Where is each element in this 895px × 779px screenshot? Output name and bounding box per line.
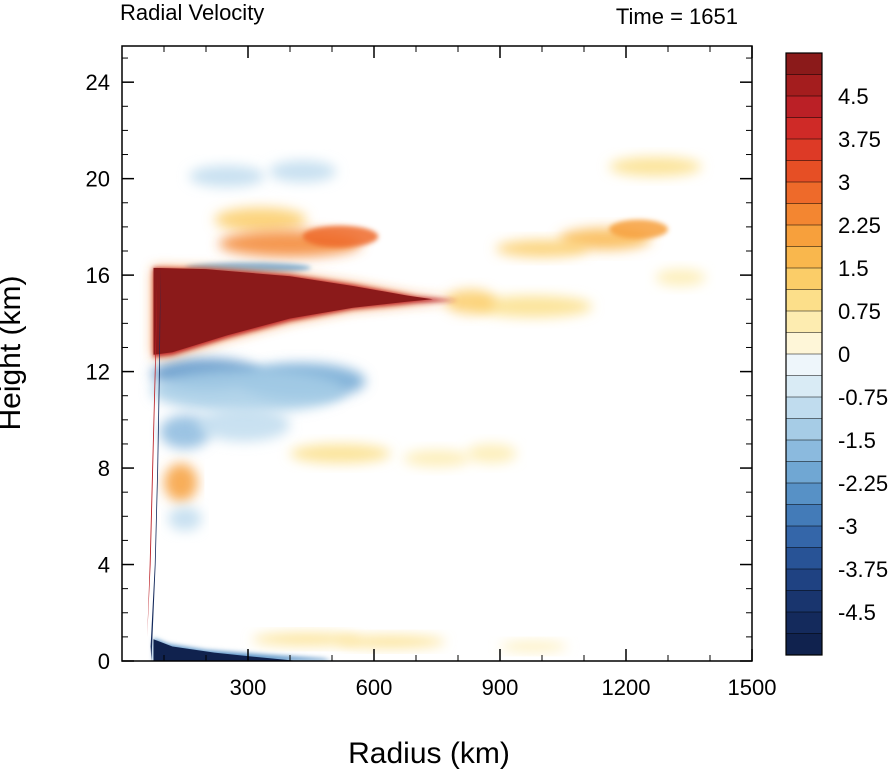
colorbar-tick-label: 3 bbox=[838, 170, 850, 195]
x-tick-label: 1200 bbox=[602, 675, 651, 700]
colorbar-swatch bbox=[786, 117, 822, 140]
y-tick-label: 16 bbox=[86, 263, 110, 288]
positive-anomaly bbox=[403, 449, 471, 467]
colorbar-tick-label: 0.75 bbox=[838, 299, 881, 324]
colorbar-swatch bbox=[786, 590, 822, 613]
positive-anomaly bbox=[495, 240, 589, 258]
negative-anomaly bbox=[197, 407, 290, 442]
colorbar-swatch bbox=[786, 504, 822, 527]
positive-anomaly bbox=[302, 225, 379, 248]
negative-anomaly bbox=[189, 165, 265, 188]
colorbar-swatch bbox=[786, 203, 822, 226]
colorbar-swatch bbox=[786, 139, 822, 161]
colorbar-swatch bbox=[786, 397, 822, 419]
negative-anomaly bbox=[269, 160, 337, 183]
positive-anomaly bbox=[655, 269, 706, 286]
y-axis-label: Height (km) bbox=[0, 275, 27, 430]
x-tick-label: 900 bbox=[482, 675, 519, 700]
positive-anomaly bbox=[445, 289, 496, 314]
positive-anomaly bbox=[609, 156, 702, 177]
positive-anomaly bbox=[214, 207, 307, 232]
positive-anomaly bbox=[336, 635, 446, 648]
colorbar-swatch bbox=[786, 74, 822, 97]
colorbar-tick-label: 1.5 bbox=[838, 256, 869, 281]
colorbar-swatch bbox=[786, 225, 822, 247]
outflow-jet-core bbox=[153, 267, 433, 355]
x-tick-label: 300 bbox=[230, 675, 267, 700]
colorbar-swatch bbox=[786, 440, 822, 462]
colorbar-swatch bbox=[786, 311, 822, 333]
colorbar-frame bbox=[785, 52, 823, 656]
y-tick-label: 4 bbox=[98, 553, 110, 578]
colorbar-tick-label: -0.75 bbox=[838, 385, 888, 410]
colorbar-swatch bbox=[786, 332, 822, 355]
y-tick-label: 8 bbox=[98, 456, 110, 481]
positive-anomaly bbox=[474, 295, 593, 318]
positive-anomaly bbox=[290, 443, 391, 464]
colorbar-swatch bbox=[786, 526, 822, 548]
colorbar-swatch bbox=[786, 354, 822, 376]
negative-anomaly bbox=[151, 369, 345, 413]
colorbar-swatch bbox=[786, 289, 822, 312]
colorbar-swatch bbox=[786, 633, 822, 656]
colorbar-swatch bbox=[786, 612, 822, 634]
colorbar-swatch bbox=[786, 461, 822, 484]
colorbar-swatch bbox=[786, 53, 822, 75]
positive-anomaly bbox=[609, 219, 668, 239]
colorbar-tick-label: 4.5 bbox=[838, 84, 869, 109]
colorbar-swatch bbox=[786, 375, 822, 398]
colorbar-swatch bbox=[786, 96, 822, 118]
colorbar: 4.5 3.75 3 2.25 1.5 0.75 0 -0.75 -1.5 -2.25 -3 -3.7… bbox=[785, 52, 888, 656]
y-tick-label: 0 bbox=[98, 649, 110, 674]
colorbar-tick-label: 0 bbox=[838, 342, 850, 367]
x-axis-label: Radius (km) bbox=[348, 737, 510, 770]
colorbar-swatch bbox=[786, 160, 822, 183]
chart-title-right: Time = 1651 bbox=[616, 4, 738, 29]
y-tick-label: 12 bbox=[86, 360, 110, 385]
field-background bbox=[122, 46, 752, 661]
plot-frame bbox=[121, 45, 753, 662]
x-tick-label: 600 bbox=[356, 675, 393, 700]
positive-anomaly bbox=[252, 633, 362, 646]
axes: 300 600 900 1200 1500 0 4 8 12 16 20 24 bbox=[86, 46, 777, 700]
velocity-field bbox=[122, 46, 752, 661]
y-tick-label: 20 bbox=[86, 167, 110, 192]
colorbar-swatch bbox=[786, 547, 822, 570]
colorbar-tick-label: -2.25 bbox=[838, 471, 888, 496]
colorbar-tick-label: -1.5 bbox=[838, 428, 876, 453]
colorbar-tick-label: -3.75 bbox=[838, 557, 888, 582]
colorbar-swatch bbox=[786, 182, 822, 204]
colorbar-swatch bbox=[786, 483, 822, 505]
colorbar-swatch bbox=[786, 418, 822, 441]
colorbar-swatch bbox=[786, 268, 822, 290]
colorbar-tick-label: 3.75 bbox=[838, 127, 881, 152]
chart-title-left: Radial Velocity bbox=[120, 0, 264, 25]
positive-anomaly bbox=[164, 463, 198, 502]
x-tick-label: 1500 bbox=[728, 675, 777, 700]
colorbar-tick-label: -4.5 bbox=[838, 600, 876, 625]
negative-anomaly bbox=[168, 506, 202, 531]
y-tick-label: 24 bbox=[86, 70, 110, 95]
colorbar-swatch bbox=[786, 246, 822, 269]
positive-anomaly bbox=[466, 443, 517, 464]
colorbar-tick-label: 2.25 bbox=[838, 213, 881, 238]
inflow-layer-core bbox=[153, 639, 299, 661]
negative-anomaly bbox=[159, 415, 211, 449]
colorbar-swatch bbox=[786, 569, 822, 591]
positive-anomaly bbox=[499, 641, 568, 652]
colorbar-tick-label: -3 bbox=[838, 514, 858, 539]
